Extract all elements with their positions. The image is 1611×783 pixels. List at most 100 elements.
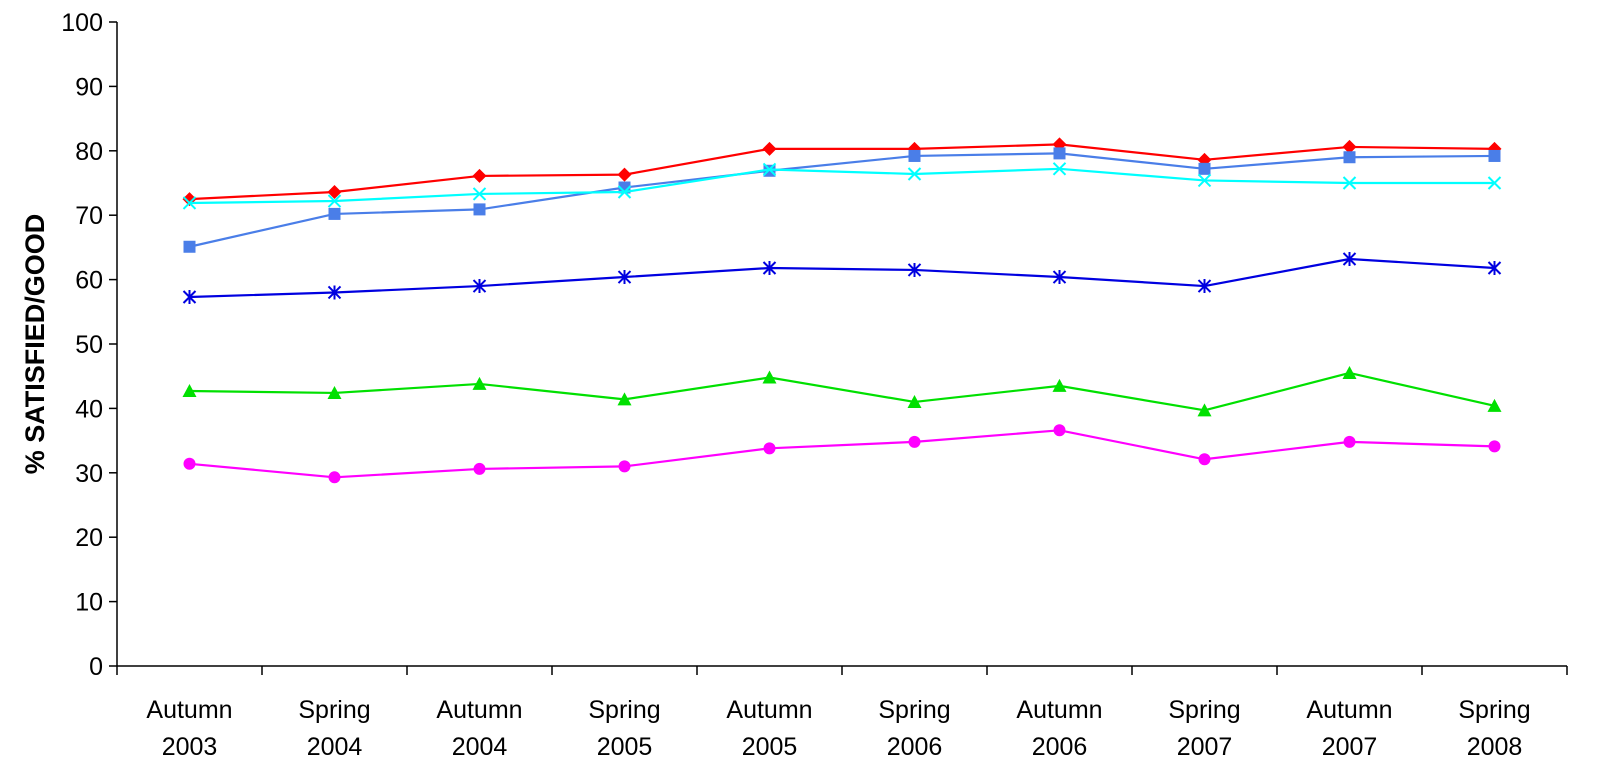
data-point-triangle (1487, 398, 1502, 412)
x-tick-label-line: Autumn (1306, 696, 1392, 724)
data-point-star (1342, 251, 1357, 266)
series-line (189, 371, 1495, 412)
data-point-x (762, 162, 777, 177)
x-tick-label-line: 2007 (1322, 733, 1378, 761)
x-tick-labels: Autumn 2003 Spring 2004 Autumn 2004 Spring 2005… (146, 696, 1530, 761)
data-point-star (617, 270, 632, 285)
x-tick-label: Autumn 2003 (146, 696, 232, 761)
data-point-circle (618, 460, 631, 473)
data-point-star (1197, 279, 1212, 294)
data-point-x (327, 194, 342, 208)
data-point-x (907, 167, 922, 181)
x-tick-label-line: 2005 (597, 733, 653, 761)
data-point-x (617, 185, 632, 199)
x-tick-label-line: 2008 (1467, 733, 1523, 761)
data-point-star (182, 289, 197, 304)
data-point-triangle (762, 370, 777, 384)
x-tick-label-line: Spring (878, 696, 950, 724)
data-point-diamond (617, 167, 632, 182)
data-point-star (327, 285, 342, 300)
data-point-x (1197, 173, 1212, 188)
y-tick-label: 10 (75, 589, 103, 617)
series-line (189, 152, 1495, 248)
data-point-circle (1053, 424, 1066, 437)
x-tick-label-line: Autumn (436, 696, 522, 724)
data-point-x (1342, 176, 1357, 190)
data-point-triangle (1052, 378, 1067, 392)
data-point-triangle (327, 385, 342, 399)
data-point-star (472, 279, 487, 294)
data-point-x (472, 187, 487, 201)
x-tick-label-line: Spring (298, 696, 370, 724)
data-point-triangle (617, 392, 632, 406)
x-tick-label-line: 2003 (162, 733, 218, 761)
x-tick-label-line: Spring (588, 696, 660, 724)
data-point-triangle (1342, 365, 1357, 379)
data-point-triangle (907, 394, 922, 408)
x-tick-label: Autumn 2004 (436, 696, 522, 761)
data-point-circle (1343, 435, 1356, 448)
data-point-diamond (472, 168, 487, 183)
x-tick-label-line: Spring (1458, 696, 1530, 724)
data-point-circle (1488, 440, 1501, 453)
x-tick-label: Autumn 2005 (726, 696, 812, 761)
data-point-square (328, 207, 341, 220)
data-point-star (1487, 261, 1502, 276)
series-line (189, 143, 1495, 201)
data-point-x (182, 196, 197, 210)
y-tick-label: 60 (75, 267, 103, 295)
x-tick-label: Spring 2004 (298, 696, 370, 761)
x-tick-label-line: Autumn (726, 696, 812, 724)
y-tick-labels: 0 10 20 30 40 50 60 70 80 90 100 (61, 9, 103, 681)
y-axis-title: % SATISFIED/GOOD (20, 214, 50, 475)
x-tick-label: Spring 2006 (878, 696, 950, 761)
series-line (189, 429, 1495, 479)
series-line (189, 167, 1495, 205)
x-tick-label: Spring 2005 (588, 696, 660, 761)
y-tick-label: 0 (89, 653, 103, 681)
data-point-circle (908, 435, 921, 448)
data-point-circle (473, 462, 486, 475)
x-tick-label-line: Spring (1168, 696, 1240, 724)
series-3 (182, 162, 1502, 210)
axes (109, 21, 1568, 675)
data-point-square (908, 149, 921, 162)
data-point-square (1053, 147, 1066, 160)
y-tick-label: 80 (75, 138, 103, 166)
data-point-diamond (327, 185, 342, 200)
data-point-x (1052, 162, 1067, 176)
x-tick-label-line: 2004 (307, 733, 363, 761)
data-point-x (1487, 176, 1502, 190)
data-point-circle (328, 471, 341, 484)
y-tick-label: 50 (75, 331, 103, 359)
x-tick-label: Autumn 2006 (1016, 696, 1102, 761)
data-point-circle (183, 457, 196, 470)
data-point-square (473, 203, 486, 216)
x-tick-label-line: 2004 (452, 733, 508, 761)
data-point-circle (1198, 453, 1211, 466)
data-point-circle (763, 442, 776, 455)
data-point-square (183, 240, 196, 253)
x-tick-label: Spring 2007 (1168, 696, 1240, 761)
series-4 (182, 251, 1502, 304)
x-tick-label-line: 2006 (887, 733, 943, 761)
data-point-square (1343, 151, 1356, 164)
data-point-star (907, 262, 922, 277)
y-tick-label: 40 (75, 395, 103, 423)
y-tick-label: 70 (75, 202, 103, 230)
x-tick-label-line: Autumn (146, 696, 232, 724)
x-tick-label: Spring 2008 (1458, 696, 1530, 761)
y-tick-label: 30 (75, 460, 103, 488)
y-tick-label: 20 (75, 524, 103, 552)
x-tick-label-line: Autumn (1016, 696, 1102, 724)
y-tick-label: 90 (75, 73, 103, 101)
data-point-star (1052, 270, 1067, 285)
data-point-square (1488, 149, 1501, 162)
data-point-triangle (182, 384, 197, 398)
series-5 (182, 365, 1502, 417)
data-point-diamond (762, 141, 777, 156)
data-point-triangle (472, 376, 487, 390)
data-point-diamond (1342, 139, 1357, 154)
series-layer (182, 137, 1502, 484)
